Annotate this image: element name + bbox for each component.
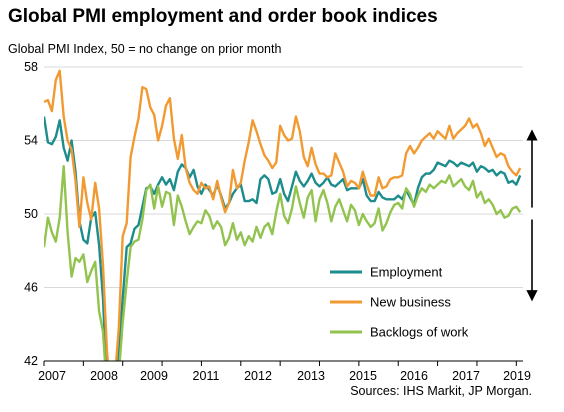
y-tick-label-58: 58 — [24, 60, 38, 74]
x-tick-label-2016: 2016 — [400, 369, 428, 383]
legend-label-new-business: New business — [370, 295, 451, 310]
series-layer — [44, 69, 522, 361]
chart-subtitle: Global PMI Index, 50 = no change on prio… — [8, 42, 282, 56]
chart-title: Global PMI employment and order book ind… — [8, 6, 438, 27]
y-tick-label-46: 46 — [24, 281, 38, 295]
x-tick-label-2011: 2011 — [193, 369, 220, 383]
axes: 42 46 50 54 58 2007 2008 2009 2011 2012 2013 2015 20… — [24, 60, 531, 383]
y-tick-label-54: 54 — [24, 134, 38, 148]
y-tick-label-42: 42 — [24, 354, 38, 368]
y-tick-label-50: 50 — [24, 207, 38, 221]
legend-label-employment: Employment — [370, 265, 443, 280]
x-tick-label-2017: 2017 — [452, 369, 480, 383]
x-tick-label-2008: 2008 — [90, 369, 118, 383]
series-line-employment — [44, 116, 522, 361]
series-line-new-business — [44, 69, 522, 361]
x-tick-label-2019: 2019 — [503, 369, 531, 383]
x-tick-label-2012: 2012 — [244, 369, 272, 383]
x-tick-label-2007: 2007 — [38, 369, 66, 383]
legend-label-backlogs-of-work: Backlogs of work — [370, 325, 469, 340]
series-line-backlogs-of-work — [44, 165, 522, 361]
x-tick-label-2009: 2009 — [140, 369, 168, 383]
x-tick-label-2013: 2013 — [297, 369, 325, 383]
legend: Employment New business Backlogs of work — [330, 265, 469, 340]
x-tick-label-2015: 2015 — [349, 369, 377, 383]
chart-source: Sources: IHS Markit, JP Morgan. — [350, 384, 532, 398]
